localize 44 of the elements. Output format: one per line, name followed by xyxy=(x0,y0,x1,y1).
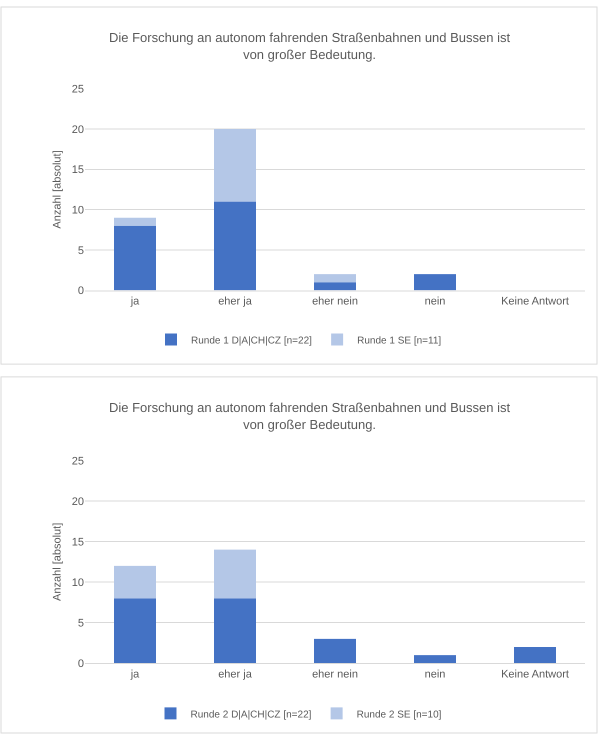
y-tick-label: 0 xyxy=(78,658,84,670)
x-tick-label: eher nein xyxy=(312,668,358,680)
legend-label: Runde 2 D|A|CH|CZ [n=22] xyxy=(190,709,312,720)
chart-title: Die Forschung an autonom fahrenden Straßenbahnen und Bussen ist von großer Bedeutung. xyxy=(109,30,510,62)
x-tick-label: eher ja xyxy=(218,296,253,308)
x-tick-label: eher ja xyxy=(218,668,253,680)
legend-label: Runde 2 SE [n=10] xyxy=(356,709,442,720)
bar xyxy=(414,274,456,290)
bar xyxy=(214,202,256,290)
chart-title: Die Forschung an autonom fahrenden Straßenbahnen und Bussen ist von großer Bedeutung. xyxy=(109,400,510,432)
bar xyxy=(414,655,456,664)
bar xyxy=(114,566,156,598)
y-tick-label: 20 xyxy=(72,496,84,508)
bar xyxy=(514,646,556,664)
bar xyxy=(314,282,356,290)
y-axis-title: Anzahl [absolut] xyxy=(51,150,64,229)
x-tick-label: ja xyxy=(130,668,140,680)
legend-label: Runde 1 D|A|CH|CZ [n=22] xyxy=(191,335,312,346)
x-tick-label: nein xyxy=(424,668,446,680)
y-tick-label: 15 xyxy=(72,164,84,176)
y-tick-label: 10 xyxy=(72,576,84,589)
y-tick-label: 25 xyxy=(72,83,84,96)
y-tick-label: 0 xyxy=(78,285,84,298)
x-tick-label: Keine Antwort xyxy=(501,668,569,680)
y-tick-label: 25 xyxy=(72,455,84,468)
bar xyxy=(314,638,356,664)
x-tick-label: nein xyxy=(424,296,446,308)
y-tick-label: 5 xyxy=(78,244,84,257)
x-tick-label: ja xyxy=(130,296,140,308)
bar xyxy=(214,550,256,598)
y-tick-label: 10 xyxy=(72,204,84,216)
y-tick-label: 5 xyxy=(78,617,84,630)
bar xyxy=(114,226,156,290)
legend-label: Runde 1 SE [n=11] xyxy=(357,335,442,346)
bar xyxy=(114,598,156,664)
x-tick-label: eher nein xyxy=(312,296,358,308)
y-tick-label: 15 xyxy=(72,536,84,548)
bar xyxy=(214,598,256,664)
y-tick-label: 20 xyxy=(72,124,84,136)
y-axis-title: Anzahl [absolut] xyxy=(51,522,64,601)
x-tick-label: Keine Antwort xyxy=(501,296,569,308)
bar xyxy=(114,218,156,226)
bar xyxy=(314,274,356,282)
bar xyxy=(214,128,256,202)
